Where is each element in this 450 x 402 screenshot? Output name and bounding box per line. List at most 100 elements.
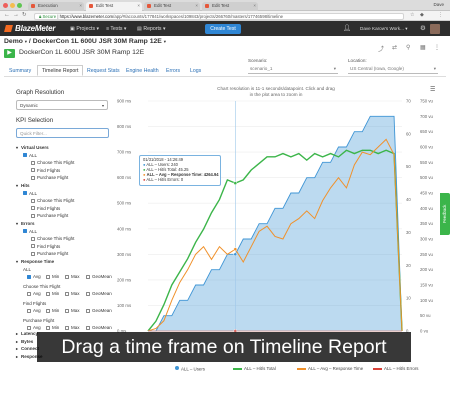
checkbox[interactable] [23,153,27,158]
browser-menu-icon[interactable]: ⋮ [438,12,443,18]
rt-option[interactable]: GeoMean [86,291,112,296]
settings-gear-icon[interactable]: ⚙ [420,25,426,32]
rt-option[interactable]: GeoMean [86,308,112,313]
browser-tab-edit-test-2[interactable]: Edit Test × [144,2,200,11]
rt-option[interactable]: Max [65,291,80,296]
reports-menu[interactable]: ▤ Reports ▾ [137,25,166,32]
legend-item[interactable]: ALL – Users [175,366,205,372]
tests-menu[interactable]: ≡ Tests ▾ [106,25,127,32]
tab-logs[interactable]: Logs [190,67,202,74]
checkbox[interactable] [31,244,35,249]
tab-timeline-report[interactable]: Timeline Report [37,64,84,76]
checkbox[interactable] [86,308,90,313]
kpi-section[interactable]: ▾ Hits [16,183,30,188]
checkbox[interactable] [65,291,69,296]
kpi-subitem[interactable]: Purchase Flight [31,251,68,256]
filter-icon[interactable]: ⚲ [406,45,411,51]
feedback-tab[interactable]: Feedback [440,193,450,235]
kpi-section[interactable]: ▸ Bytes [16,338,34,344]
browser-tab-edit-test[interactable]: Edit Test × [86,2,142,11]
kpi-subitem[interactable]: Choose This Flight [31,236,74,241]
legend-item[interactable]: ALL – Avg – Response Time [297,366,363,371]
checkbox[interactable] [31,206,35,211]
rt-option[interactable]: GeoMean [86,274,112,279]
close-window-icon[interactable] [3,3,8,8]
legend-item[interactable]: ALL – Hit/s Errors [373,366,418,371]
tab-request-stats[interactable]: Request Stats [87,67,120,74]
kpi-subitem[interactable]: Find Flights [31,244,60,249]
checkbox[interactable] [27,274,31,279]
close-tab-icon[interactable]: × [79,3,82,8]
checkbox[interactable] [27,325,31,330]
timeline-chart[interactable]: 0 ms 100 ms 200 ms 300 ms 400 ms 500 ms 600 ms… [114,84,442,382]
kpi-subitem[interactable]: Choose This Flight [31,198,74,203]
close-tab-icon[interactable]: × [253,3,256,8]
blazemeter-logo[interactable]: BlazeMeter [4,24,55,33]
bookmark-star-icon[interactable]: ☆ [410,12,415,18]
extension-icon[interactable]: ◆ [420,12,424,18]
close-tab-icon[interactable]: × [137,3,140,8]
rt-option[interactable]: Avg [27,274,41,279]
close-tab-icon[interactable]: × [195,3,198,8]
checkbox[interactable] [46,291,50,296]
rt-option[interactable]: Min [46,291,59,296]
checkbox[interactable] [65,325,69,330]
checkbox[interactable] [46,325,50,330]
scenario-select[interactable]: scenario_1 ▾ [248,65,338,74]
projects-menu[interactable]: ▣ Projects ▾ [70,25,100,32]
tab-engine-health[interactable]: Engine Health [126,67,159,74]
url-field[interactable]: 🔒︎ Secure | https://www.blazemeter.com/a… [34,12,404,20]
forward-arrow-icon[interactable]: → [13,12,19,18]
kpi-section[interactable]: ▾ Errors [16,221,35,226]
checkbox[interactable] [31,213,35,218]
checkbox[interactable] [86,274,90,279]
kpi-section[interactable]: ▾ Virtual Users [16,145,49,150]
kpi-item[interactable]: ALL [23,229,37,234]
checkbox[interactable] [27,308,31,313]
tab-errors[interactable]: Errors [166,67,181,74]
rt-option[interactable]: GeoMean [86,325,112,330]
maximize-window-icon[interactable] [17,3,22,8]
rt-option[interactable]: Avg [27,291,41,296]
checkbox[interactable] [31,160,35,165]
rt-option[interactable]: Avg [27,308,41,313]
kpi-section[interactable]: ▸ Latency [16,331,39,336]
checkbox[interactable] [65,274,69,279]
kpi-section[interactable]: ▸ Connect [16,346,39,352]
rt-option[interactable]: Min [46,274,59,279]
checkbox[interactable] [23,229,27,234]
checkbox[interactable] [46,308,50,313]
checkbox[interactable] [31,168,35,173]
kpi-section[interactable]: ▸ Response [16,353,43,359]
kpi-subitem[interactable]: Choose This Flight [31,160,74,165]
kpi-item[interactable]: ALL [23,191,37,196]
rt-option[interactable]: Min [46,325,59,330]
checkbox[interactable] [86,325,90,330]
kpi-subitem[interactable]: Find Flights [31,206,60,211]
checkbox[interactable] [31,251,35,256]
breadcrumb[interactable]: Demo ▾ / DockerCon 1L 600U JSR 30M Ramp … [4,38,166,45]
checkbox[interactable] [31,175,35,180]
quick-filter-input[interactable]: Quick Filter... [16,128,109,138]
report-title[interactable]: DockerCon 1L 600U JSR 30M Ramp 12E [19,49,145,56]
back-arrow-icon[interactable]: ← [4,12,10,18]
checkbox[interactable] [31,236,35,241]
kpi-section[interactable]: ▾ Response Time [16,259,55,264]
rt-option[interactable]: Max [65,274,80,279]
kpi-item[interactable]: ALL [23,153,37,158]
add-user-icon[interactable]: 👤︎ [343,25,352,32]
checkbox[interactable] [46,274,50,279]
checkbox[interactable] [86,291,90,296]
location-select[interactable]: US Central (Iowa, Google) ▾ [348,65,438,74]
tab-summary[interactable]: Summary [9,67,32,74]
browser-tab-execution[interactable]: Execution × [28,2,84,11]
compare-icon[interactable]: ⇄ [392,45,398,51]
rt-option[interactable]: Min [46,308,59,313]
checkbox[interactable] [27,291,31,296]
rt-option[interactable]: Max [65,325,80,330]
rt-option[interactable]: Max [65,308,80,313]
create-test-button[interactable]: Create Test [205,23,241,34]
run-test-button[interactable]: ▶ [4,49,15,58]
browser-tab-edit-test-3[interactable]: Edit Test × [202,2,258,11]
kpi-subitem[interactable]: Find Flights [31,168,60,173]
